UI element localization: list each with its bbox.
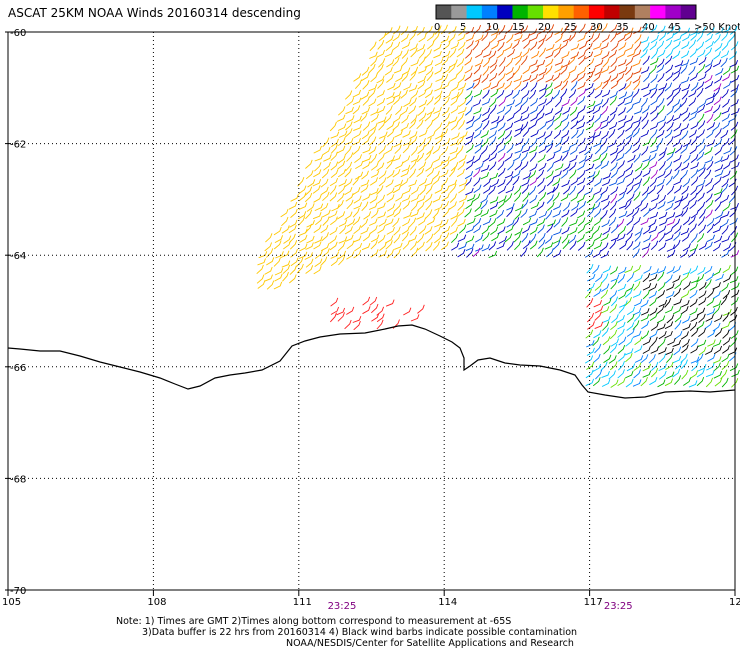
colorbar-label: >50 Knots [694,22,740,33]
colorbar-label: 5 [460,22,466,33]
lon-tick-label: 111 [293,597,312,608]
wind-barbs [256,23,740,388]
map-grid [8,32,735,590]
lon-tick-label: 108 [147,597,166,608]
lat-tick-label: -60 [10,28,26,39]
colorbar-label: 10 [486,22,499,33]
colorbar-swatch [543,5,559,19]
lat-tick-label: -68 [10,474,26,485]
note-line-3: NOAA/NESDIS/Center for Satellite Applica… [286,638,574,649]
lat-tick-label: -62 [10,140,26,151]
color-bar: 0 5 10 15 20 25 30 35 40 45 >50 Knots [434,4,740,33]
colorbar-swatch [650,5,666,19]
colorbar-swatch [665,5,682,19]
lon-tick-label: 120 [729,597,740,608]
map-title: ASCAT 25KM NOAA Winds 20160314 descendin… [8,6,301,20]
colorbar-label: 35 [616,22,629,33]
time-label: 23:25 [604,601,633,612]
note-line-1: Note: 1) Times are GMT 2)Times along bot… [116,616,512,627]
map-axes: 105 108 111 114 117 120 -60 -62 -64 -66 -68 -70 23:2… [2,28,740,612]
coastline [7,324,736,399]
lat-tick-label: -64 [10,251,26,262]
colorbar-swatch [451,5,467,19]
colorbar-label: 40 [642,22,655,33]
lat-tick-label: -70 [10,586,26,597]
lon-tick-label: 105 [2,597,21,608]
colorbar-swatch [619,5,636,19]
lon-tick-label: 114 [438,597,457,608]
colorbar-swatch [512,5,529,19]
time-label: 23:25 [328,601,357,612]
colorbar-swatch [466,5,483,19]
colorbar-label: 25 [564,22,577,33]
colorbar-swatch [604,5,620,19]
colorbar-swatch [497,5,513,19]
colorbar-swatch [573,5,590,19]
colorbar-label: 0 [434,22,440,33]
colorbar-swatch [481,5,498,19]
colorbar-swatch [680,5,697,19]
colorbar-swatch [588,5,605,19]
colorbar-swatch [436,5,452,19]
colorbar-label: 15 [512,22,525,33]
colorbar-swatch [558,5,574,19]
colorbar-label: 20 [538,22,551,33]
colorbar-label: 30 [590,22,603,33]
colorbar-swatch [634,5,651,19]
lat-tick-label: -66 [10,363,26,374]
colorbar-swatch [527,5,544,19]
lon-tick-label: 117 [584,597,603,608]
colorbar-label: 45 [668,22,681,33]
note-line-2: 3)Data buffer is 22 hrs from 20160314 4)… [142,627,578,638]
